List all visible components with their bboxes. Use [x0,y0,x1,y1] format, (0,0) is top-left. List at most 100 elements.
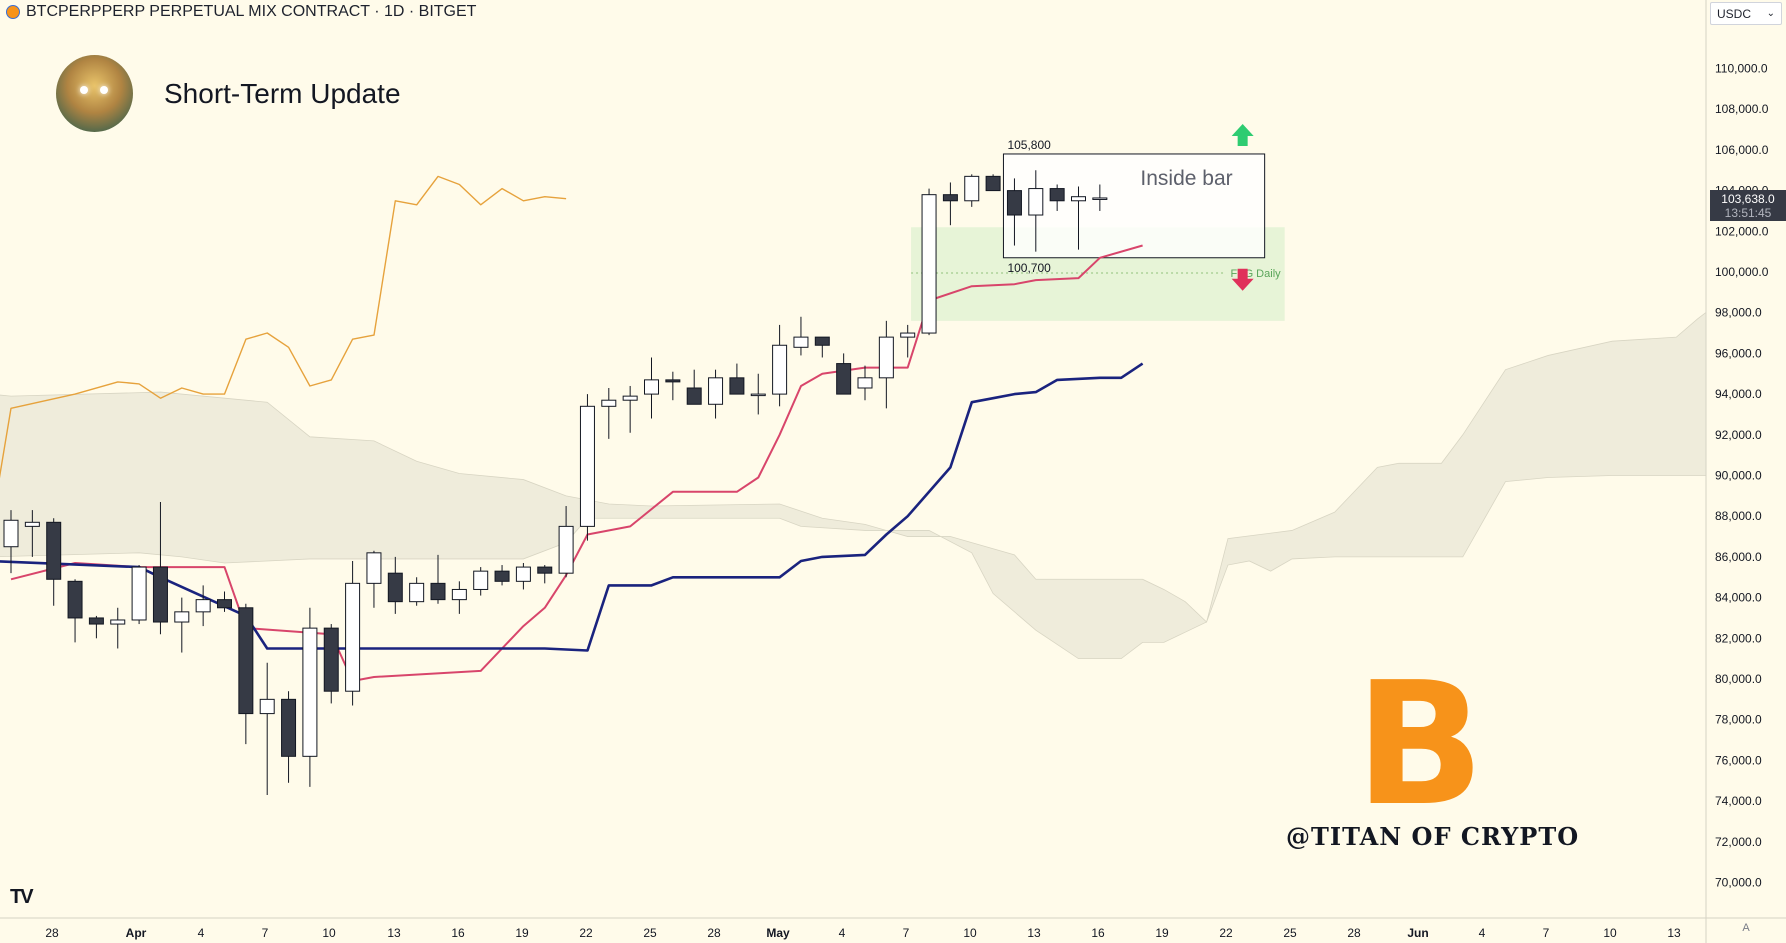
candle-body[interactable] [836,363,852,395]
candle-body[interactable] [686,387,702,405]
currency-select[interactable]: USDC ⌄ [1710,2,1782,25]
annotations [1231,123,1254,291]
time-tick-label: 16 [1091,926,1105,940]
candle-body[interactable] [921,194,937,334]
candle-body[interactable] [558,525,574,574]
candle-body[interactable] [942,194,958,202]
candle-body[interactable] [708,377,724,405]
candle-body[interactable] [3,519,19,548]
candle-body[interactable] [985,175,1001,192]
arrow-up-icon [1231,123,1254,146]
candle-body[interactable] [900,332,916,338]
candle-body[interactable] [1071,196,1086,202]
time-tick-label: 4 [839,926,846,940]
price-tick-label: 90,000.0 [1715,469,1762,483]
price-tick-label: 88,000.0 [1715,509,1762,523]
price-tick-label: 78,000.0 [1715,713,1762,727]
candle-body[interactable] [729,377,745,395]
candle-body[interactable] [601,399,617,407]
candle-body[interactable] [494,570,510,582]
author-watermark: @TITAN OF CRYPTO [1286,822,1580,851]
candle-body[interactable] [451,588,467,601]
inside-bar-high-label: 105,800 [1007,138,1051,152]
time-tick-label: 19 [1155,926,1169,940]
price-tick-label: 98,000.0 [1715,306,1762,320]
candle-body[interactable] [964,175,980,202]
candle-body[interactable] [814,336,830,346]
candle-body[interactable] [302,627,318,757]
candle-body[interactable] [152,566,168,623]
time-tick-label: 28 [1347,926,1361,940]
symbol-line: BTCPERPPERP PERPETUAL MIX CONTRACT · 1D … [26,3,477,20]
candle-body[interactable] [665,379,681,383]
candle-body[interactable] [750,393,766,397]
candlesticks [3,170,1108,795]
price-tick-label: 92,000.0 [1715,428,1762,442]
price-tick-label: 108,000.0 [1715,102,1769,116]
avatar-eye-left [80,86,88,94]
candle-body[interactable] [622,395,638,401]
time-tick-label: Jun [1407,926,1428,940]
symbol-header[interactable]: BTCPERPPERP PERPETUAL MIX CONTRACT · 1D … [6,3,476,21]
price-tick-label: 110,000.0 [1715,62,1768,76]
candle-body[interactable] [67,580,83,619]
candle-body[interactable] [110,619,126,625]
candle-body[interactable] [345,582,361,692]
tradingview-logo-icon[interactable]: TV [10,886,34,908]
candle-body[interactable] [579,405,595,527]
ichimoku-cloud [0,301,1720,660]
price-tick-label: 82,000.0 [1715,631,1762,645]
price-tick-label: 74,000.0 [1715,794,1762,808]
arrow-down-icon [1231,268,1254,291]
candle-body[interactable] [473,570,489,590]
chikou-span-line [0,175,567,479]
candle-body[interactable] [281,698,297,757]
candle-body[interactable] [174,611,190,623]
price-tick-label: 94,000.0 [1715,387,1762,401]
avatar-eye-right [100,86,108,94]
price-tick-label: 106,000.0 [1715,143,1769,157]
candle-body[interactable] [366,552,382,584]
price-tick-label: 100,000.0 [1715,265,1769,279]
price-tick-label: 76,000.0 [1715,753,1762,767]
candle-body[interactable] [387,572,403,603]
candle-body[interactable] [259,698,275,715]
candle-body[interactable] [409,582,425,603]
time-tick-label: 22 [579,926,593,940]
price-tick-label: 80,000.0 [1715,672,1762,686]
price-tick-label: 72,000.0 [1715,835,1762,849]
time-tick-label: 7 [903,926,910,940]
candle-body[interactable] [857,377,873,389]
candle-body[interactable] [793,336,809,348]
candle-body[interactable] [88,617,104,625]
candle-body[interactable] [1049,188,1065,202]
auto-scale-button[interactable]: A [1742,922,1750,934]
candle-body[interactable] [46,521,62,580]
candle-body[interactable] [323,627,339,692]
time-tick-label: May [766,926,790,940]
candle-body[interactable] [537,566,553,574]
candle-body[interactable] [430,582,446,601]
candle-body[interactable] [644,379,659,395]
currency-label: USDC [1717,6,1752,21]
time-tick-label: 10 [1603,926,1617,940]
candle-body[interactable] [515,566,531,582]
candle-body[interactable] [238,607,254,715]
price-axis-bg[interactable] [1706,0,1786,943]
candle-body[interactable] [1006,190,1022,216]
bar-countdown: 13:51:45 [1724,206,1772,220]
page-title: Short-Term Update [164,78,401,109]
candle-body[interactable] [878,336,894,379]
time-tick-label: 7 [262,926,269,940]
candle-body[interactable] [1092,197,1108,200]
candle-body[interactable] [1028,188,1044,216]
time-tick-label: 10 [322,926,336,940]
candle-body[interactable] [217,599,232,609]
candle-body[interactable] [131,566,147,621]
candle-body[interactable] [772,344,788,395]
time-tick-label: 13 [1027,926,1041,940]
candle-body[interactable] [195,599,211,613]
candle-body[interactable] [24,521,40,527]
time-tick-label: 7 [1543,926,1550,940]
